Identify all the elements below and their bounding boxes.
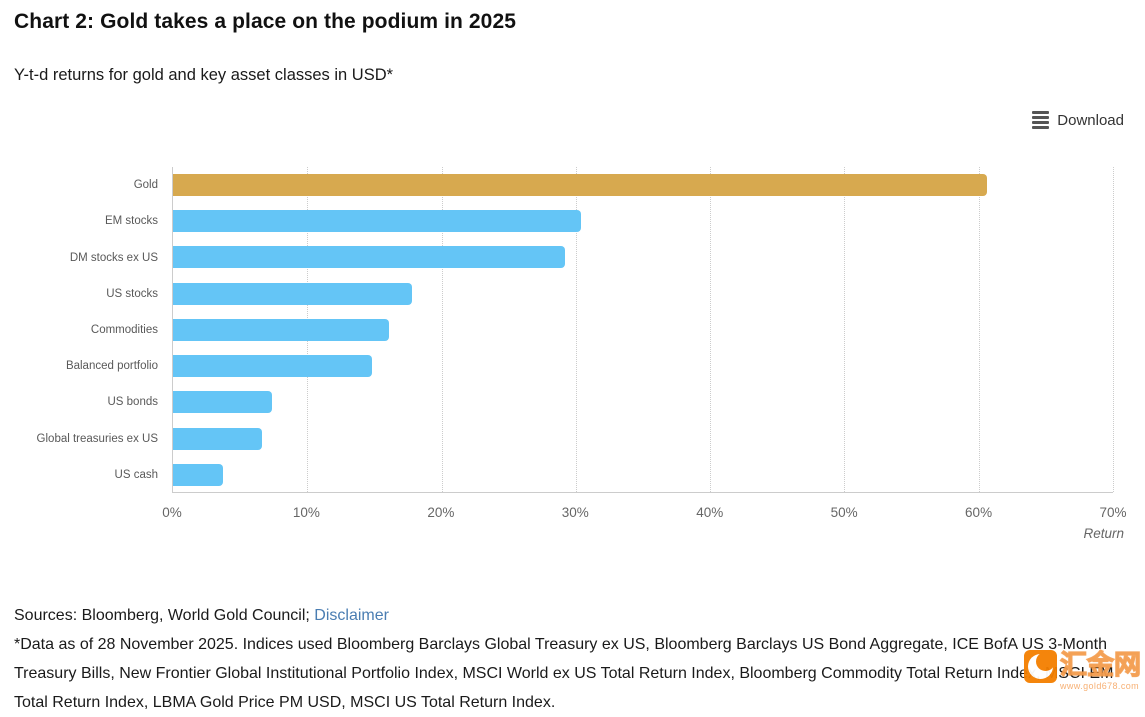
x-tick-label: 30% <box>561 505 589 520</box>
bar-row <box>173 421 1113 457</box>
x-axis-tick-labels: 0% 10% 20% 30% 40% 50% 60% 70% <box>162 505 1126 525</box>
download-button[interactable]: Download <box>1032 111 1124 129</box>
x-tick-label: 60% <box>965 505 993 520</box>
bar-row <box>173 457 1113 493</box>
x-tick-label: 40% <box>696 505 724 520</box>
bar-row <box>173 203 1113 239</box>
bar-us-stocks[interactable] <box>173 282 413 305</box>
bar-balanced-portfolio[interactable] <box>173 355 372 378</box>
x-tick-label: 20% <box>427 505 455 520</box>
gridline <box>575 167 577 492</box>
bar-chart-plot-area <box>172 167 1114 493</box>
category-label: Balanced portfolio <box>65 360 158 373</box>
disclaimer-link[interactable]: Disclaimer <box>314 607 389 624</box>
bar-em-stocks[interactable] <box>173 210 582 233</box>
gridline <box>1113 167 1114 492</box>
hamburger-menu-icon <box>1032 111 1050 129</box>
category-label: EM stocks <box>104 215 158 228</box>
bar-row <box>173 276 1113 312</box>
sources-line: Sources: Bloomberg, World Gold Council; … <box>14 601 389 630</box>
footnote-text: *Data as of 28 November 2025. Indices us… <box>14 636 1114 711</box>
page-title: Chart 2: Gold takes a place on the podiu… <box>14 10 517 33</box>
bar-commodities[interactable] <box>173 318 390 341</box>
bar-row <box>173 167 1113 203</box>
bar-us-cash[interactable] <box>173 463 223 486</box>
bar-global-treasuries-ex-us[interactable] <box>173 427 262 450</box>
gridline <box>710 167 712 492</box>
bar-us-bonds[interactable] <box>173 391 273 414</box>
category-label: Global treasuries ex US <box>36 432 158 445</box>
category-label: Gold <box>133 179 158 192</box>
bar-row <box>173 312 1113 348</box>
gridline <box>978 167 980 492</box>
bar-gold[interactable] <box>173 174 987 196</box>
x-tick-label: 0% <box>162 505 182 520</box>
x-tick-label: 70% <box>1099 505 1127 520</box>
category-label: US stocks <box>106 287 158 300</box>
chart-category-labels: Gold EM stocks DM stocks ex US US stocks Com… <box>0 167 158 493</box>
sources-text: Sources: Bloomberg, World Gold Council; <box>14 607 315 624</box>
download-button-label: Download <box>1057 111 1124 129</box>
bar-row <box>173 384 1113 420</box>
bar-row <box>173 348 1113 384</box>
category-label: Commodities <box>90 323 158 336</box>
x-tick-label: 50% <box>830 505 858 520</box>
category-label: US bonds <box>107 396 158 409</box>
category-label: DM stocks ex US <box>69 251 158 264</box>
gridline <box>441 167 443 492</box>
category-label: US cash <box>114 468 158 481</box>
bar-row <box>173 239 1113 275</box>
x-axis-title: Return <box>1083 526 1124 541</box>
bar-dm-stocks-ex-us[interactable] <box>173 246 566 269</box>
page-subtitle: Y-t-d returns for gold and key asset cla… <box>14 66 394 84</box>
gridline <box>844 167 846 492</box>
x-tick-label: 10% <box>292 505 320 520</box>
